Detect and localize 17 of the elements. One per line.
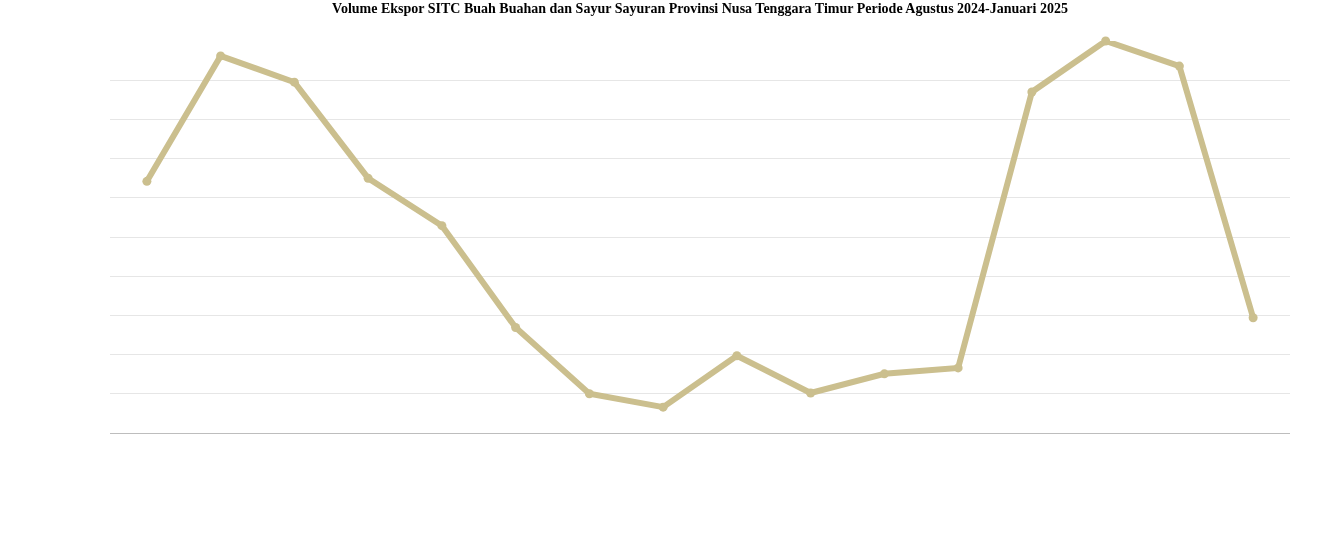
chart-title: Volume Ekspor SITC Buah Buahan dan Sayur Sayuran Provinsi Nusa Tenggara Timur Periode Agustus 2024-Januari 2025 xyxy=(332,0,1068,16)
point xyxy=(363,173,373,183)
point xyxy=(1101,36,1111,46)
point xyxy=(511,323,521,333)
point xyxy=(953,363,963,373)
point xyxy=(289,77,299,87)
point xyxy=(584,389,594,399)
point xyxy=(142,176,152,186)
point xyxy=(879,369,889,379)
point xyxy=(658,402,668,412)
point xyxy=(732,351,742,361)
point xyxy=(1174,61,1184,71)
point xyxy=(216,51,226,61)
point xyxy=(1248,313,1258,323)
point xyxy=(806,388,816,398)
point xyxy=(1027,87,1037,97)
point xyxy=(437,221,447,231)
